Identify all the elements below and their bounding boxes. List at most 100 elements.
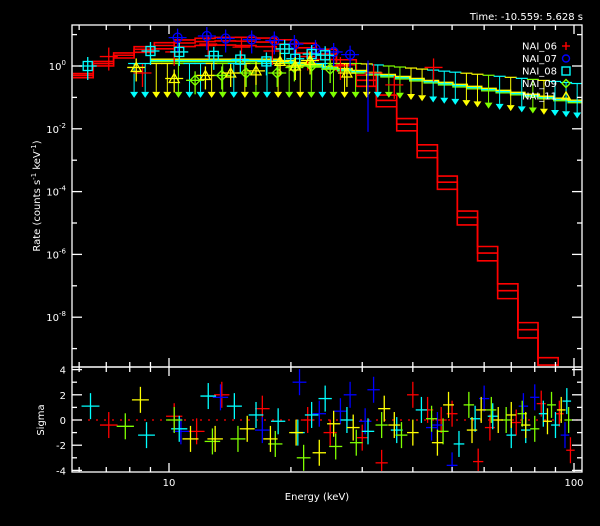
y-tick-label-spectrum: 100 [49,59,66,73]
tick-base: 10 [49,62,62,73]
tick-exponent: -2 [59,122,66,130]
tick-base: 10 [46,188,59,199]
upper-limit-arrow [274,91,283,98]
ylabel-sup1: -1 [30,173,38,180]
model-curve-nai-06 [73,40,559,366]
data-point-square [208,50,219,62]
upper-limit-arrow [163,91,172,98]
upper-limit-arrow [362,91,371,98]
time-range-label: Time: -10.559: 5.628 s [469,12,583,23]
upper-limit-arrow [240,91,249,98]
data-point-diamond [324,63,337,75]
upper-limit-arrow [562,111,571,118]
y-axis-label-residuals: Sigma [36,404,47,435]
upper-limit-arrow [451,98,460,105]
data-point-triangle [168,72,181,84]
upper-limit-arrow [517,106,526,113]
data-point-diamond [189,74,202,87]
data-point-square [82,60,93,72]
upper-limit-arrow [218,91,227,98]
legend-label: NAI_06 [522,42,557,53]
data-point-triangle [273,55,287,67]
upper-limit-arrow [473,101,482,108]
upper-limit-arrow [340,91,349,98]
y-tick-label-spectrum: 10-2 [46,122,66,136]
upper-limit-arrow [196,91,205,98]
tick-base: 10 [46,125,59,136]
upper-limit-arrow [573,112,582,119]
model-curve-nai-06 [73,36,559,366]
upper-limit-arrow [495,103,504,110]
residual-plot-area [73,369,582,471]
legend-marker-square [561,66,571,76]
ylabel-part: Rate (counts s [32,180,43,252]
upper-limit-arrow [207,91,216,98]
legend-label: NAI_08 [522,67,557,78]
data-point-triangle [340,66,354,78]
upper-limit-arrow [329,91,338,98]
legend-marker-diamond [561,78,571,89]
x-axis-label: Energy (keV) [285,492,350,503]
upper-limit-arrow [152,91,161,98]
upper-limit-arrow [351,91,360,98]
legend-marker-circle [561,54,571,63]
data-point-diamond [215,69,228,82]
legend-label: NAI_09 [522,79,557,90]
ylabel-mid: keV [32,151,43,173]
data-point-square [145,45,156,57]
tick-exponent: 0 [62,59,66,67]
data-point-triangle [199,69,212,81]
upper-limit-arrow [551,110,560,117]
data-point-square [279,43,290,55]
upper-limit-arrow [296,91,305,98]
upper-limit-arrow [429,96,438,103]
upper-limit-arrow [528,107,537,114]
upper-limit-arrow [373,91,382,98]
y-tick-label-residual: 4 [60,366,66,377]
upper-limit-arrow [384,91,393,98]
y-tick-label-residual: -4 [56,466,66,477]
upper-limit-arrow [174,91,183,98]
upper-limit-arrow [440,97,449,104]
upper-limit-arrow [185,91,194,98]
x-tick-label: 10 [163,478,176,489]
data-point-triangle [224,66,237,78]
data-point-square [261,56,272,67]
upper-limit-arrow [418,95,427,102]
legend-marker-triangle [560,90,572,100]
data-point-square [235,54,246,65]
data-point-triangle [303,54,317,66]
upper-limit-arrow [130,91,139,98]
model-curve-nai-06 [73,44,539,366]
data-point-circle [246,34,257,45]
tick-exponent: -4 [59,185,67,193]
data-point-circle [344,49,356,60]
upper-limit-arrow [251,91,260,98]
upper-limit-arrow [407,94,416,101]
tick-base: 10 [46,313,59,324]
tick-exponent: -8 [59,310,66,318]
legend-label: NAI_07 [522,54,557,65]
data-point-circle [220,33,231,44]
data-point-triangle [249,64,263,76]
upper-limit-arrow [141,91,150,98]
data-point-triangle [130,61,143,73]
upper-limit-arrow [318,91,327,98]
upper-limit-arrow [484,102,493,109]
data-point-circle [201,30,212,42]
spectrum-plot-area [73,27,582,366]
y-tick-label-spectrum: 10-6 [46,247,66,261]
data-point-circle [289,38,300,50]
ylabel-end: ) [32,140,43,144]
upper-limit-arrow [395,92,404,99]
legend-label: NAI_11 [522,92,557,103]
x-tick-label: 100 [564,478,583,489]
data-point-square [174,46,185,58]
data-point-triangle [289,59,302,71]
upper-limit-arrow [263,91,272,98]
upper-limit-arrow [307,91,316,98]
data-point-circle [172,32,183,43]
y-tick-label-spectrum: 10-4 [46,185,66,199]
